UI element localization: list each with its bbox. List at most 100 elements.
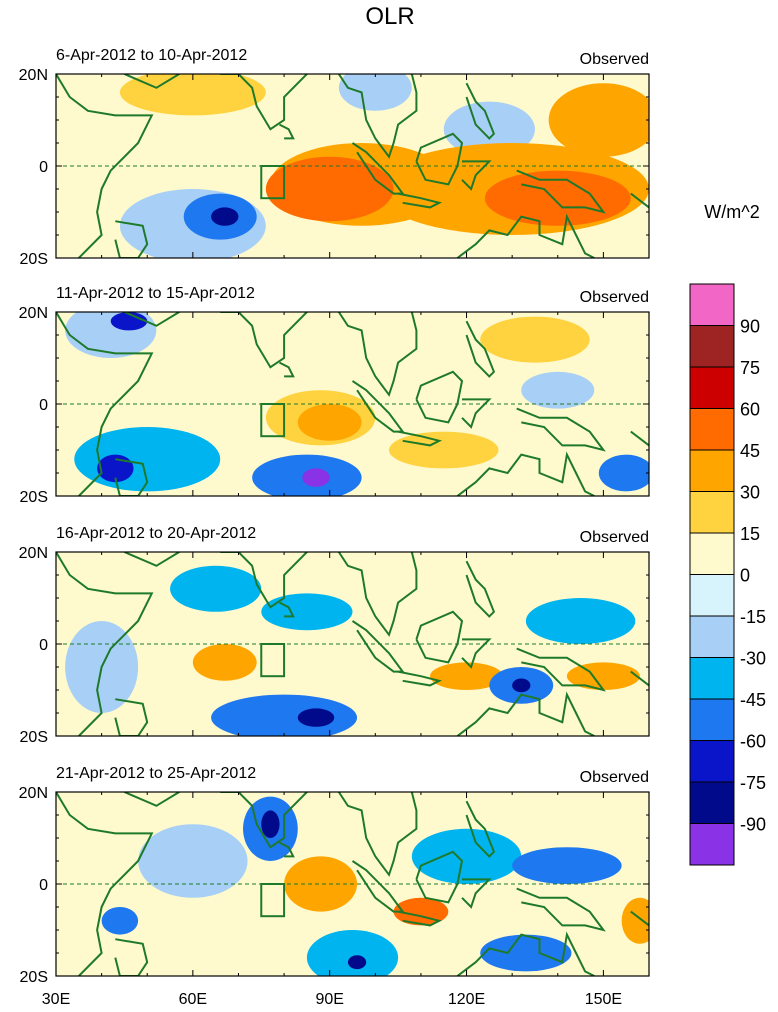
coastline	[337, 74, 418, 159]
units-label: W/m^2	[704, 202, 759, 222]
anomaly-contour	[430, 662, 504, 690]
colorbar-label: -60	[740, 732, 766, 752]
coastline	[56, 552, 154, 736]
coastline	[337, 312, 418, 397]
coastline	[516, 887, 606, 932]
coastline	[516, 407, 606, 452]
coastline	[630, 192, 649, 209]
coastline	[56, 74, 154, 258]
anomaly-contour	[548, 83, 649, 157]
coastline	[456, 931, 595, 976]
anomaly-contour	[598, 454, 649, 492]
colorbar-label: 90	[740, 317, 760, 337]
anomaly-contour	[347, 955, 367, 970]
anomaly-contour	[297, 404, 362, 441]
x-tick-label: 120E	[448, 991, 485, 1008]
coastline	[465, 82, 496, 140]
anomaly-contour	[512, 847, 622, 884]
coastline	[461, 398, 492, 429]
coastline	[397, 670, 443, 687]
anomaly-contour	[411, 828, 522, 885]
panel-tag: Observed	[580, 51, 649, 68]
anomaly-contour	[302, 468, 330, 487]
y-tick-label: 20S	[20, 251, 48, 268]
coastline	[114, 698, 149, 736]
index-box	[260, 165, 286, 200]
colorbar-swatch	[689, 615, 735, 658]
colorbar-swatch	[689, 574, 735, 617]
panel-title: 16-Apr-2012 to 20-Apr-2012	[56, 525, 256, 542]
colorbar-swatch	[689, 366, 735, 409]
coastline	[220, 312, 308, 369]
coastline	[220, 552, 308, 609]
y-tick-label: 0	[39, 159, 48, 176]
coastline	[415, 850, 464, 904]
colorbar-swatch	[689, 657, 735, 700]
coastline	[465, 560, 496, 618]
colorbar-label: 0	[740, 566, 750, 586]
anomaly-contour	[388, 431, 499, 469]
olr-field	[56, 792, 649, 976]
coastline	[456, 691, 595, 736]
colorbar-swatch	[689, 698, 735, 741]
coastline	[124, 792, 180, 807]
y-tick-label: 20N	[19, 67, 48, 84]
colorbar-swatch	[689, 781, 735, 824]
y-tick-label: 20N	[19, 545, 48, 562]
colorbar-label: 45	[740, 441, 760, 461]
coastline	[415, 132, 464, 186]
olr-field	[56, 552, 649, 736]
x-tick-label: 150E	[585, 991, 622, 1008]
colorbar-label: 30	[740, 483, 760, 503]
coastline	[415, 610, 464, 664]
colorbar-swatch	[689, 283, 735, 326]
coastline	[630, 430, 649, 447]
coastline	[114, 220, 149, 258]
coastline	[461, 160, 492, 191]
anomaly-contour	[480, 934, 572, 972]
y-tick-label: 20N	[19, 785, 48, 802]
coastline	[461, 878, 492, 909]
coastline	[461, 638, 492, 669]
anomaly-contour	[265, 156, 394, 222]
coastline	[397, 192, 443, 209]
anomaly-contour	[261, 810, 280, 838]
y-tick-label: 20S	[20, 729, 48, 746]
y-tick-label: 20N	[19, 305, 48, 322]
colorbar-swatch	[689, 408, 735, 451]
coastline	[397, 910, 443, 927]
colorbar-label: 60	[740, 400, 760, 420]
coastline	[630, 910, 649, 927]
coastline	[279, 841, 295, 858]
map-panels: 6-Apr-2012 to 10-Apr-2012 Observed 20N 0 20S…	[19, 47, 650, 1008]
anomaly-contour	[393, 897, 449, 926]
coastline	[516, 647, 606, 692]
map-panel: 6-Apr-2012 to 10-Apr-2012 Observed 20N 0 20S	[19, 47, 650, 268]
colorbar-label: -15	[740, 607, 766, 627]
anomaly-contour	[261, 593, 353, 631]
map-panel: 11-Apr-2012 to 15-Apr-2012 Observed 20N 0 20…	[19, 285, 650, 506]
anomaly-contour	[65, 312, 157, 358]
coastline	[516, 169, 606, 214]
coastline	[415, 370, 464, 424]
colorbar-swatch	[689, 823, 735, 866]
anomaly-contour	[521, 371, 595, 409]
anomaly-contour	[138, 824, 248, 898]
anomaly-contour	[110, 312, 148, 331]
coastline	[124, 312, 180, 327]
anomaly-contour	[621, 897, 649, 944]
anomaly-contour	[170, 565, 262, 612]
coastline	[220, 74, 308, 131]
panel-tag: Observed	[580, 769, 649, 786]
coastline	[124, 74, 180, 89]
coastline	[279, 601, 295, 618]
anomaly-contour	[484, 170, 631, 226]
y-tick-label: 0	[39, 637, 48, 654]
colorbar-label: -90	[740, 815, 766, 835]
panel-title: 6-Apr-2012 to 10-Apr-2012	[56, 47, 247, 64]
panel-title: 21-Apr-2012 to 25-Apr-2012	[56, 765, 256, 782]
coastline	[114, 938, 149, 976]
coastline	[456, 451, 595, 496]
anomaly-contour	[192, 644, 257, 681]
